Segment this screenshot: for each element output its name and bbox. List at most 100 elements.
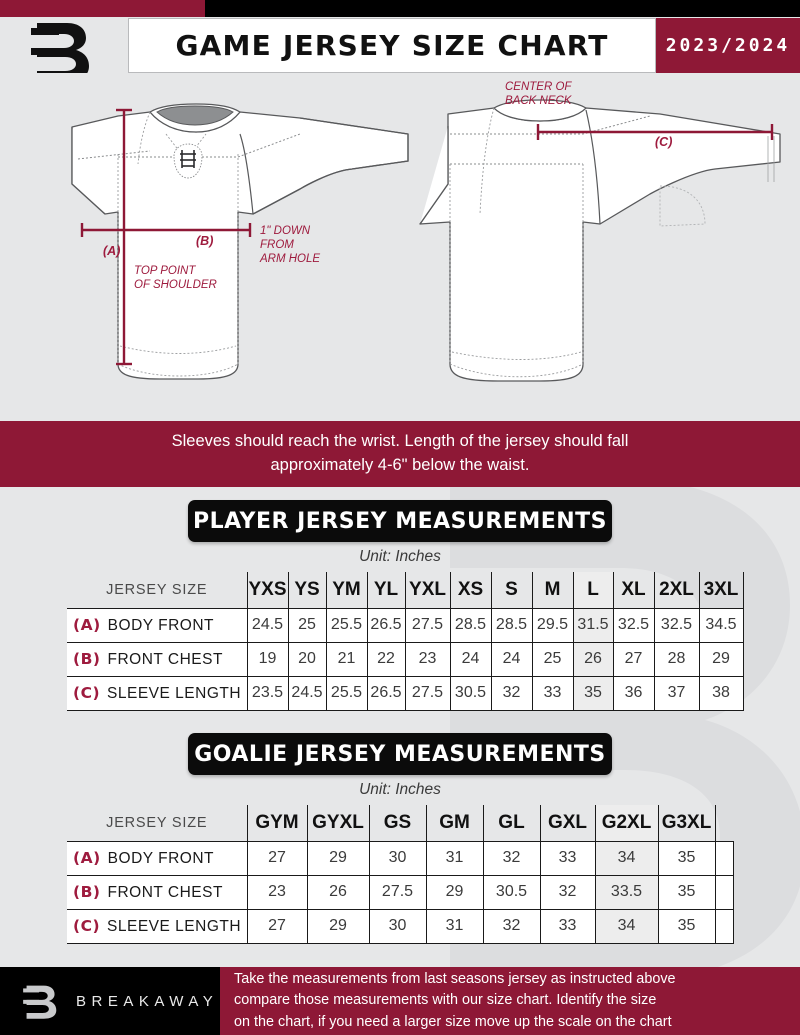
measurement-cell: 24.5: [246, 607, 289, 643]
goalie-section-title-text: GOALIE JERSEY MEASUREMENTS: [194, 741, 606, 767]
measurement-row-label: (A) BODY FRONT: [67, 840, 248, 876]
goalie-measurements-table: JERSEY SIZE GYM GYXL GS GM GL GXL G2XL G3XL (A) BO…: [67, 805, 734, 944]
size-column-header: XL: [613, 572, 655, 609]
measurement-cell: 30.5: [482, 874, 541, 910]
size-column-header: 3XL: [699, 572, 744, 609]
footer-line-2: compare those measurements with our size…: [234, 992, 657, 1009]
measurement-cell: 23: [246, 874, 308, 910]
measurement-cell: 34.5: [698, 607, 744, 643]
table-row: (B) FRONT CHEST 23 26 27.5 29 30.5 32 33.5 35: [67, 874, 734, 910]
measurement-cell: 29: [425, 874, 484, 910]
header-bar: GAME JERSEY SIZE CHART 2023/2024: [0, 17, 800, 74]
measurement-cell: 28.5: [449, 607, 492, 643]
measurement-cell: 24: [490, 641, 533, 677]
front-jersey-illustration: [71, 103, 409, 380]
measurement-tag: (B): [73, 649, 101, 668]
measurement-cell: 27.5: [404, 675, 451, 711]
measurement-cell: 33.5: [594, 874, 659, 910]
measurement-cell: 35: [572, 675, 614, 711]
measurement-cell: 25.5: [325, 675, 368, 711]
measurement-cell: 28: [653, 641, 700, 677]
measurement-cell: 26.5: [366, 675, 406, 711]
table-header-row: JERSEY SIZE GYM GYXL GS GM GL GXL G2XL G3XL: [67, 805, 733, 842]
goalie-section-title: GOALIE JERSEY MEASUREMENTS: [188, 733, 612, 775]
label-c: (C): [655, 135, 672, 149]
measurement-cell: 30: [368, 908, 427, 944]
jersey-size-header: JERSEY SIZE: [67, 572, 248, 609]
header-year-badge: 2023/2024: [656, 18, 800, 73]
measurement-cell: 31.5: [572, 607, 614, 643]
measurement-cell: [714, 908, 734, 944]
measurement-row-label: (C) SLEEVE LENGTH: [67, 675, 248, 711]
measurement-cell: [714, 874, 734, 910]
measurement-cell: 27.5: [368, 874, 427, 910]
size-column-header: GM: [426, 805, 484, 842]
footer-brand: BREAKAWAY: [76, 992, 219, 1010]
measurement-cell: 25: [287, 607, 327, 643]
measurement-cell: 27: [612, 641, 655, 677]
table-header-row: JERSEY SIZE YXS YS YM YL YXL XS S M L XL 2XL 3XL: [67, 572, 744, 609]
measurement-tag: (C): [73, 683, 101, 702]
svg-text:OF SHOULDER: OF SHOULDER: [134, 279, 217, 291]
measurement-cell: 34: [594, 840, 659, 876]
measurement-cell: 27: [246, 908, 308, 944]
size-column-header: GXL: [540, 805, 596, 842]
size-column-header: GL: [483, 805, 541, 842]
measurement-cell: 26.5: [366, 607, 406, 643]
measurement-cell: 29: [698, 641, 744, 677]
jersey-diagram: (A) (B) TOP POINT OF SHOULDER 1" DOWN FR…: [71, 81, 781, 382]
measurement-cell: 30.5: [449, 675, 492, 711]
size-column-header: YXL: [405, 572, 451, 609]
label-c-note: CENTER OF: [505, 81, 572, 93]
measurement-cell: 24.5: [287, 675, 327, 711]
measurement-cell: 32: [482, 840, 541, 876]
measurement-cell: 27: [246, 840, 308, 876]
size-column-header: XS: [450, 572, 492, 609]
footer-logo-block: BREAKAWAY: [0, 967, 220, 1035]
footer: BREAKAWAY Take the measurements from las…: [0, 967, 800, 1035]
label-b-note: 1" DOWN: [260, 225, 311, 237]
front-measure-lines: [80, 108, 252, 366]
size-column-header: L: [573, 572, 614, 609]
size-column-header: G3XL: [658, 805, 716, 842]
page-title: GAME JERSEY SIZE CHART: [175, 29, 609, 62]
measurement-cell: 37: [653, 675, 700, 711]
back-measure-lines: [536, 124, 774, 140]
measurement-cell: 22: [366, 641, 406, 677]
svg-text:BACK NECK: BACK NECK: [505, 95, 573, 107]
measurement-row-label: (A) BODY FRONT: [67, 607, 248, 643]
measurement-cell: 32: [482, 908, 541, 944]
measurement-cell: 33: [531, 675, 574, 711]
measurement-cell: [714, 840, 734, 876]
measurement-cell: 26: [572, 641, 614, 677]
measurement-cell: 35: [657, 840, 716, 876]
measurement-cell: 35: [657, 908, 716, 944]
table-row: (A) BODY FRONT 27 29 30 31 32 33 34 35: [67, 840, 734, 876]
measurement-cell: 30: [368, 840, 427, 876]
footer-line-3: on the chart, if you need a larger size …: [234, 1013, 672, 1030]
breakaway-b-logo-icon: [31, 22, 89, 73]
measurement-cell: 27.5: [404, 607, 451, 643]
size-column-header: GS: [369, 805, 427, 842]
measurement-cell: 25.5: [325, 607, 368, 643]
measurement-cell: 19: [246, 641, 289, 677]
size-column-header: YS: [288, 572, 327, 609]
label-b: (B): [196, 234, 213, 248]
player-unit-label: Unit: Inches: [359, 548, 441, 565]
measurement-cell: 21: [325, 641, 368, 677]
measurement-cell: 36: [612, 675, 655, 711]
header-logo: [0, 17, 128, 74]
measurement-cell: 32.5: [653, 607, 700, 643]
note-line-2: approximately 4-6" below the waist.: [270, 456, 530, 474]
player-table-wrap: JERSEY SIZE YXS YS YM YL YXL XS S M L XL 2XL 3XL (A) B…: [67, 572, 744, 711]
measurement-cell: 20: [287, 641, 327, 677]
size-column-header: G2XL: [595, 805, 659, 842]
measurement-cell: 28.5: [490, 607, 533, 643]
measurement-tag: (A): [73, 615, 101, 634]
size-column-header: 2XL: [654, 572, 700, 609]
measurement-cell: 29.5: [531, 607, 574, 643]
measurement-cell: 29: [306, 840, 370, 876]
goalie-unit-label: Unit: Inches: [359, 781, 441, 798]
header-title-box: GAME JERSEY SIZE CHART: [128, 18, 656, 73]
season-year: 2023/2024: [665, 35, 791, 56]
